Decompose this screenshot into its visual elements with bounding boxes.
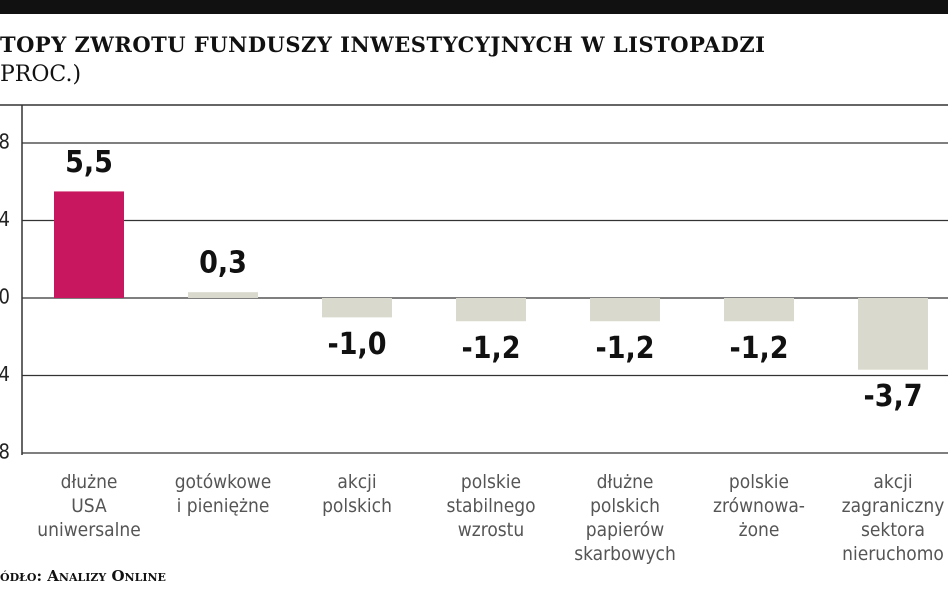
value-label: -1,0	[327, 327, 386, 362]
top-bar	[0, 0, 948, 14]
value-label: -1,2	[729, 331, 788, 366]
y-tick-label: 4	[0, 362, 10, 386]
x-tick-label: dłużne USA uniwersalne	[37, 471, 141, 541]
source: ódło: Analizy Online	[0, 567, 166, 585]
value-label: -1,2	[461, 331, 520, 366]
x-tick-label: akcji zagraniczny sektora nieruchomo	[841, 471, 945, 565]
x-tick-label: akcji polskich	[322, 471, 392, 517]
bar	[456, 298, 526, 322]
y-tick-label: 4	[0, 207, 10, 231]
y-tick-label: 8	[0, 440, 10, 464]
bar	[858, 298, 928, 370]
value-label: -1,2	[595, 331, 654, 366]
x-tick-label: polskie zrównowa- żone	[713, 471, 805, 541]
y-tick-label: 8	[0, 130, 10, 154]
y-tick-label: 0	[0, 285, 10, 309]
bar	[54, 191, 124, 298]
value-label: -3,7	[863, 379, 922, 414]
bar	[188, 292, 258, 298]
bar	[724, 298, 794, 322]
x-tick-label: gotówkowe i pieniężne	[174, 471, 272, 517]
value-label: 5,5	[65, 145, 113, 180]
x-tick-label: dłużne polskich papierów skarbowych	[574, 471, 676, 565]
bar	[322, 298, 392, 318]
x-tick-label: polskie stabilnego wzrostu	[446, 471, 536, 541]
chart-subtitle: PROC.)	[0, 62, 82, 87]
bar	[590, 298, 660, 322]
value-label: 0,3	[199, 246, 247, 281]
chart-title: TOPY ZWROTU FUNDUSZY INWESTYCYJNYCH W LI…	[0, 32, 766, 57]
